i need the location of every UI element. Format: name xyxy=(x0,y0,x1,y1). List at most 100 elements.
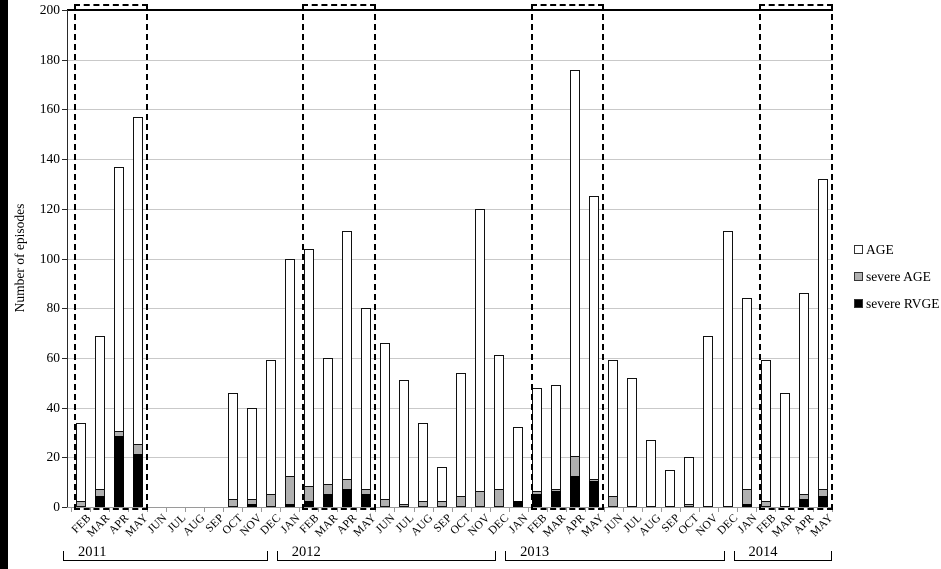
gridline xyxy=(67,357,833,359)
year-label-2014: 2014 xyxy=(745,545,781,560)
bar-month-jul-29 xyxy=(627,377,638,507)
x-axis-tick xyxy=(603,508,605,512)
legend: AGE severe AGE severe RVGE xyxy=(854,241,940,322)
x-axis-tick xyxy=(356,508,358,512)
y-axis-tick xyxy=(62,407,67,409)
x-axis-line xyxy=(67,507,833,508)
x-axis-tick xyxy=(90,508,91,512)
x-axis-tick xyxy=(70,508,72,512)
x-axis-tick xyxy=(718,508,719,512)
severe-rvge-segment xyxy=(246,503,257,507)
severe-age-segment xyxy=(265,493,276,507)
severe-rvge-segment xyxy=(798,498,809,507)
severe-rvge-segment xyxy=(589,481,600,507)
x-axis-tick xyxy=(813,508,815,512)
severe-age-segment xyxy=(75,501,86,507)
x-axis-tick xyxy=(832,508,834,512)
year-label-2012: 2012 xyxy=(288,545,324,560)
scan-edge-artifact xyxy=(0,0,8,569)
bar-month-mar-1 xyxy=(94,335,105,507)
y-axis-tick-label: 200 xyxy=(39,2,60,17)
severe-rvge-swatch-icon xyxy=(854,299,863,308)
severe-age-segment xyxy=(284,476,295,507)
bar-month-nov-21 xyxy=(475,208,486,507)
age-swatch-icon xyxy=(854,245,863,254)
y-axis-line xyxy=(67,10,68,507)
year-bracket-2012 xyxy=(276,551,497,561)
bar-month-jun-16 xyxy=(379,342,390,507)
severe-age-segment xyxy=(418,501,429,507)
bar-month-dec-34 xyxy=(722,231,733,507)
gridline xyxy=(67,159,833,161)
bar-month-may-15 xyxy=(360,308,371,507)
bar-month-nov-33 xyxy=(703,335,714,507)
severe-age-swatch-icon xyxy=(854,272,863,281)
severe-age-segment xyxy=(379,498,390,507)
severe-rvge-segment xyxy=(551,491,562,507)
severe-rvge-segment xyxy=(570,476,581,507)
y-axis-tick xyxy=(62,507,67,508)
severe-age-segment xyxy=(684,503,695,507)
legend-item-age: AGE xyxy=(854,241,940,258)
highlight-box-feb-may-2013 xyxy=(530,4,605,510)
x-axis-tick xyxy=(641,508,643,512)
severe-rvge-segment xyxy=(322,493,333,507)
y-axis-tick-label: 40 xyxy=(46,399,61,415)
highlight-box-feb-may-2012 xyxy=(302,4,376,510)
legend-item-severe-age: severe AGE xyxy=(854,268,940,285)
severe-rvge-segment xyxy=(360,493,371,507)
x-axis-tick xyxy=(794,508,796,512)
severe-age-segment xyxy=(760,501,771,507)
y-axis-tick xyxy=(62,308,67,310)
bar-month-jan-23 xyxy=(513,427,524,507)
severe-age-segment xyxy=(494,488,505,507)
x-axis-tick xyxy=(584,508,586,512)
x-axis-tick xyxy=(451,508,453,512)
severe-rvge-segment xyxy=(284,503,295,507)
x-axis-tick xyxy=(261,508,263,512)
bar-month-dec-10 xyxy=(265,360,276,507)
x-axis-tick xyxy=(128,508,130,512)
x-axis-tick xyxy=(109,508,111,512)
x-axis-tick xyxy=(375,508,377,512)
x-axis-tick xyxy=(394,508,396,512)
year-label-2013: 2013 xyxy=(517,545,553,560)
bar-month-apr-2 xyxy=(113,166,124,507)
y-axis-tick-label: 100 xyxy=(39,250,60,266)
bar-month-apr-38 xyxy=(798,293,809,507)
gridline xyxy=(67,208,833,210)
x-axis-tick xyxy=(622,508,624,512)
severe-rvge-segment xyxy=(741,503,752,507)
y-axis-tick xyxy=(62,59,67,61)
highlight-box-feb-may-2014 xyxy=(759,4,833,510)
bar-month-aug-30 xyxy=(646,439,657,507)
severe-rvge-segment xyxy=(817,496,828,507)
bar-month-sep-19 xyxy=(437,467,448,507)
year-label-2011: 2011 xyxy=(75,545,110,560)
bar-month-apr-26 xyxy=(570,69,581,507)
legend-item-severe-rvge: severe RVGE xyxy=(854,295,940,312)
severe-rvge-segment xyxy=(113,436,124,507)
bar-month-aug-18 xyxy=(418,422,429,507)
gridline xyxy=(67,457,833,459)
bar-month-jul-17 xyxy=(399,380,409,507)
bar-month-sep-31 xyxy=(665,469,676,507)
x-axis-tick xyxy=(280,508,282,512)
year-bracket-2013 xyxy=(505,551,725,561)
bar-month-feb-12 xyxy=(303,248,314,507)
x-axis-tick xyxy=(242,508,244,512)
severe-rvge-segment xyxy=(303,501,314,507)
x-axis-tick xyxy=(489,508,491,512)
gridline xyxy=(67,308,833,310)
x-axis-tick xyxy=(204,508,206,512)
x-axis-tick xyxy=(432,508,434,512)
gridline xyxy=(67,258,833,260)
y-axis-tick-label: 20 xyxy=(46,449,61,465)
y-axis-tick xyxy=(62,10,67,11)
severe-rvge-segment xyxy=(532,493,543,507)
y-axis-tick xyxy=(62,457,67,459)
y-axis-tick-label: 160 xyxy=(39,101,60,117)
x-axis-tick xyxy=(775,508,777,512)
bar-month-oct-8 xyxy=(227,392,238,507)
